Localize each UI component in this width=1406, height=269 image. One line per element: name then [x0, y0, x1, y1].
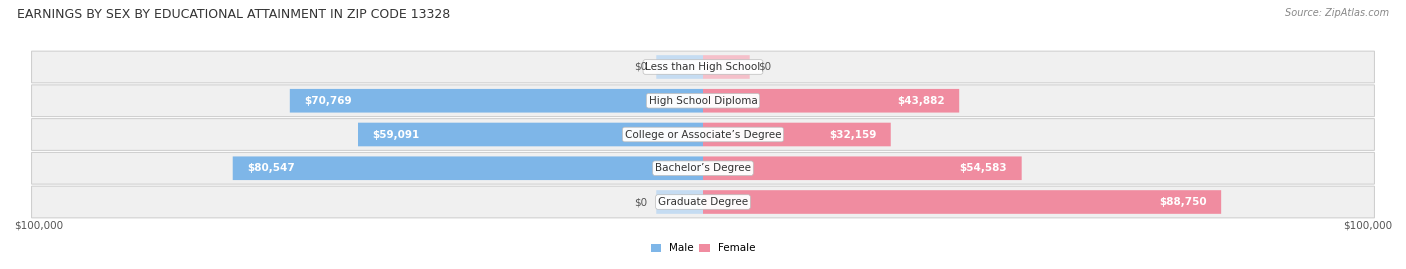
Text: $70,769: $70,769: [305, 96, 352, 106]
FancyBboxPatch shape: [703, 55, 749, 79]
Text: Graduate Degree: Graduate Degree: [658, 197, 748, 207]
Legend: Male, Female: Male, Female: [651, 243, 755, 253]
Text: $100,000: $100,000: [1343, 221, 1392, 231]
FancyBboxPatch shape: [703, 89, 959, 112]
FancyBboxPatch shape: [31, 85, 1375, 116]
FancyBboxPatch shape: [31, 119, 1375, 150]
Text: High School Diploma: High School Diploma: [648, 96, 758, 106]
FancyBboxPatch shape: [31, 186, 1375, 218]
Text: $54,583: $54,583: [959, 163, 1007, 173]
Text: College or Associate’s Degree: College or Associate’s Degree: [624, 129, 782, 140]
Text: $59,091: $59,091: [373, 129, 420, 140]
FancyBboxPatch shape: [290, 89, 703, 112]
Text: EARNINGS BY SEX BY EDUCATIONAL ATTAINMENT IN ZIP CODE 13328: EARNINGS BY SEX BY EDUCATIONAL ATTAINMEN…: [17, 8, 450, 21]
Text: $88,750: $88,750: [1159, 197, 1206, 207]
FancyBboxPatch shape: [31, 153, 1375, 184]
Text: $43,882: $43,882: [897, 96, 945, 106]
Text: $0: $0: [634, 197, 648, 207]
Text: $0: $0: [634, 62, 648, 72]
FancyBboxPatch shape: [359, 123, 703, 146]
FancyBboxPatch shape: [233, 157, 703, 180]
Text: $32,159: $32,159: [828, 129, 876, 140]
FancyBboxPatch shape: [31, 51, 1375, 83]
Text: $100,000: $100,000: [14, 221, 63, 231]
FancyBboxPatch shape: [657, 190, 703, 214]
Text: Source: ZipAtlas.com: Source: ZipAtlas.com: [1285, 8, 1389, 18]
Text: $80,547: $80,547: [247, 163, 295, 173]
Text: Less than High School: Less than High School: [645, 62, 761, 72]
FancyBboxPatch shape: [657, 55, 703, 79]
Text: Bachelor’s Degree: Bachelor’s Degree: [655, 163, 751, 173]
FancyBboxPatch shape: [703, 123, 891, 146]
Text: $0: $0: [758, 62, 772, 72]
FancyBboxPatch shape: [703, 157, 1022, 180]
FancyBboxPatch shape: [703, 190, 1222, 214]
